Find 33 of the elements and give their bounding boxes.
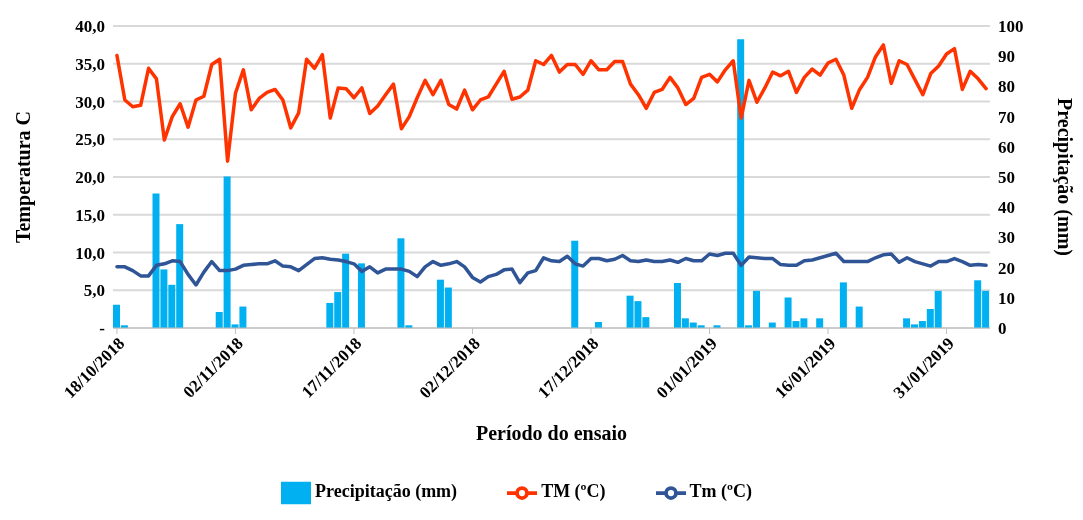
y2-tick-label: 90 — [998, 47, 1015, 67]
y-tick-label: 15,0 — [75, 205, 105, 225]
bar — [571, 240, 579, 328]
legend-label: TM (ºC) — [541, 481, 606, 502]
y-tick-label: 10,0 — [75, 243, 105, 263]
y-tick-label: 40,0 — [75, 17, 105, 37]
x-axis-title: Período do ensaio — [475, 422, 628, 444]
y2-tick-label: 100 — [998, 17, 1024, 37]
line-series — [115, 251, 988, 287]
y2-tick-label: 30 — [998, 228, 1015, 248]
line-series — [115, 43, 988, 163]
bar — [816, 318, 824, 328]
bar — [839, 282, 847, 328]
y-tick-label: 25,0 — [75, 130, 105, 150]
bar — [855, 306, 863, 328]
y2-tick-label: 20 — [998, 258, 1015, 278]
y2-tick-label: 50 — [998, 168, 1015, 188]
y-tick-label: 20,0 — [75, 168, 105, 188]
y-tick-label: 5,0 — [83, 281, 105, 301]
y-tick-label: - — [99, 319, 106, 339]
y-tick-label: 35,0 — [75, 54, 105, 74]
y2-tick-label: 40 — [998, 198, 1015, 218]
y2-tick-label: 10 — [998, 288, 1015, 308]
y2-axis-title: Precipitação (mm) — [1052, 98, 1076, 256]
bar — [357, 263, 365, 328]
y2-tick-label: 70 — [998, 107, 1015, 127]
y2-tick-label: 0 — [998, 319, 1007, 339]
y-axis-title: Temperatura C — [12, 110, 36, 244]
legend-label: Tm (ºC) — [689, 481, 752, 502]
legend-label: Precipitação (mm) — [315, 481, 458, 502]
y2-tick-label: 60 — [998, 137, 1015, 157]
y2-tick-label: 80 — [998, 77, 1015, 97]
y-tick-label: 30,0 — [75, 92, 105, 112]
